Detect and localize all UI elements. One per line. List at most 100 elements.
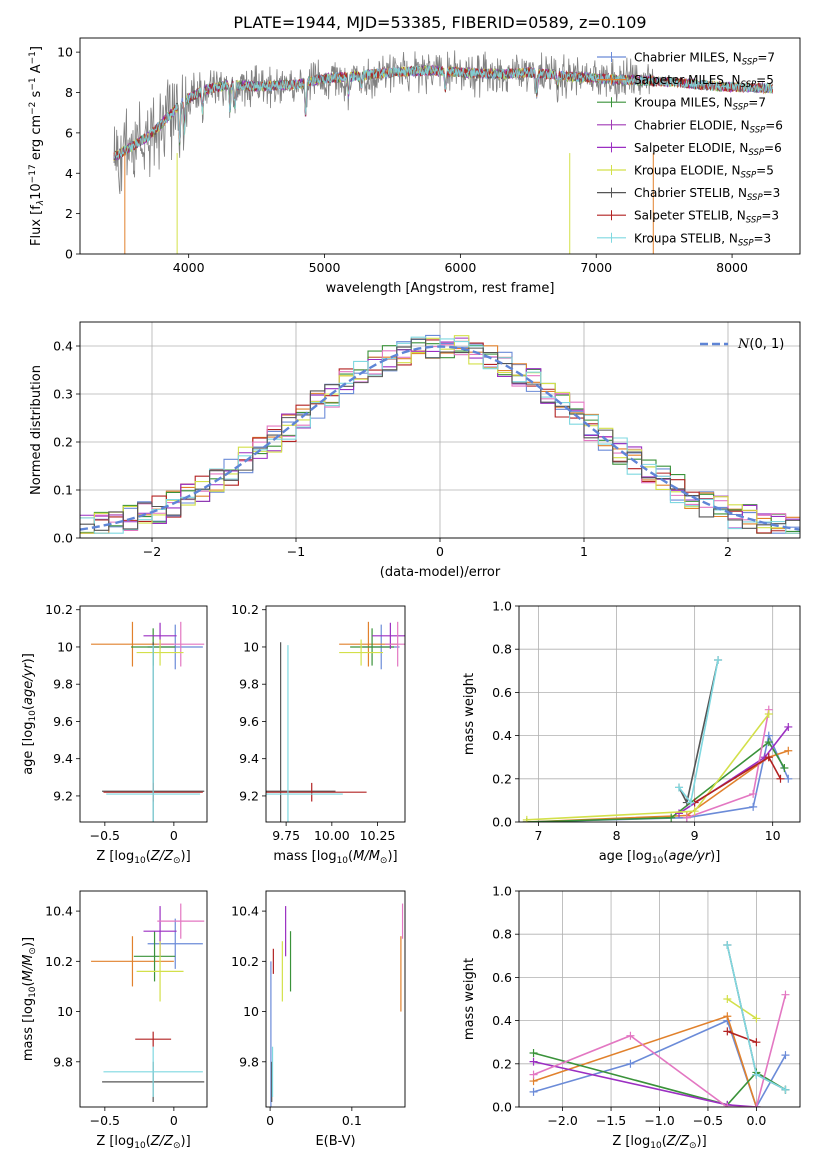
x-tick-label: 2 xyxy=(724,544,732,559)
plot-area xyxy=(91,621,205,822)
label-part: =3 xyxy=(763,186,781,200)
y-tick-label: 10.2 xyxy=(45,602,73,617)
weight-marker xyxy=(522,815,531,822)
label-part: 10 xyxy=(652,856,664,866)
label-part: )] xyxy=(21,937,36,947)
x-tick-label: −0.5 xyxy=(90,828,120,843)
label-part: mass weight xyxy=(462,958,477,1040)
label-part: ⊙ xyxy=(689,1141,697,1151)
label-part: Z [log xyxy=(96,1134,134,1149)
weight-marker xyxy=(764,738,773,747)
axes-panel-7: −2.0 −1.5 −1.0 −0.5 0.0 0.0 0.2 0.4 0.6 0.8 1.0 Z [… xyxy=(462,884,801,1151)
y-tick-label: 0.0 xyxy=(492,1100,512,1115)
y-axis-label: mass weight xyxy=(462,958,477,1040)
label-part: M/M xyxy=(21,955,36,982)
weight-marker xyxy=(752,1103,761,1107)
y-tick-label: 0.2 xyxy=(492,1056,512,1071)
axes-frame xyxy=(518,605,801,823)
label-part: wavelength [Angstrom, rest frame] xyxy=(326,281,555,296)
label-part: 10 xyxy=(134,856,146,866)
y-tick-label: 0.0 xyxy=(492,815,512,830)
model-spectrum xyxy=(113,64,773,160)
axes-panel-6: 0 0.1 9.8 10 10.2 10.4 E(B-V) xyxy=(231,890,406,1149)
y-tick-label: 9.8 xyxy=(53,677,73,692)
y-tick-label: 10.4 xyxy=(45,904,73,919)
x-tick-label: 6000 xyxy=(444,260,476,275)
label-part: Kroupa MILES, N xyxy=(634,96,733,110)
weight-marker xyxy=(764,753,773,762)
label-part: age/yr xyxy=(21,662,36,705)
label-part: )] xyxy=(21,653,36,663)
legend-entry: N(0, 1) xyxy=(737,337,784,352)
legend-entry: Salpeter MILES, NSSP=5 xyxy=(634,73,774,90)
y-tick-label: 10 xyxy=(243,1004,259,1019)
y-tick-label: 9.8 xyxy=(53,1054,73,1069)
y-tick-label: 10.2 xyxy=(45,954,73,969)
x-tick-label: 8 xyxy=(613,828,621,843)
x-tick-label: 9.75 xyxy=(272,828,300,843)
x-tick-label: 8000 xyxy=(716,260,748,275)
y-tick-label: 0.2 xyxy=(492,771,512,786)
legend: N(0, 1) xyxy=(700,337,784,352)
weight-marker xyxy=(776,774,785,783)
label-part: ( xyxy=(21,705,36,710)
weight-marker xyxy=(529,1070,538,1079)
plot-area xyxy=(266,621,405,822)
label-part: M/M xyxy=(353,849,380,864)
y-tick-label: 1.0 xyxy=(492,884,512,899)
weight-marker xyxy=(784,746,793,755)
label-part: 10 xyxy=(650,1141,662,1151)
weight-marker xyxy=(529,1087,538,1096)
weight-line-gray xyxy=(678,659,719,805)
x-axis-label: E(B-V) xyxy=(315,1134,355,1149)
label-part: mass [log xyxy=(21,998,36,1061)
weight-marker xyxy=(686,798,695,807)
label-part: −17 xyxy=(28,164,38,183)
plot-area xyxy=(80,334,800,534)
x-tick-label: −0.5 xyxy=(90,1113,120,1128)
y-tick-label: 9.8 xyxy=(239,677,259,692)
label-part: age [log xyxy=(599,849,652,864)
label-part: Z [log xyxy=(612,1134,650,1149)
x-axis-label: wavelength [Angstrom, rest frame] xyxy=(326,281,555,296)
y-tick-label: 0.2 xyxy=(53,435,73,450)
axes-frame xyxy=(79,605,208,823)
label-part: SSP xyxy=(747,193,763,203)
weight-line-red xyxy=(727,1030,757,1043)
weight-line-purple xyxy=(533,1060,757,1107)
label-part: =6 xyxy=(765,118,783,132)
y-tick-label: 0.6 xyxy=(492,685,512,700)
label-part: E(B-V) xyxy=(315,1134,355,1149)
x-tick-label: 0 xyxy=(266,1113,274,1128)
x-axis-label: (data-model)/error xyxy=(380,565,501,580)
weight-line-green xyxy=(526,740,786,822)
x-tick-label: 0 xyxy=(436,544,444,559)
x-tick-label: 4000 xyxy=(173,260,205,275)
weight-marker xyxy=(667,813,676,822)
axes-panel-0: 4000 5000 6000 7000 8000 0 2 4 6 8 10 wavelength [A… xyxy=(28,37,801,296)
label-part: Chabrier ELODIE, N xyxy=(634,118,750,132)
label-part: ( xyxy=(146,849,151,864)
label-part: =3 xyxy=(761,209,779,223)
label-part: =7 xyxy=(748,96,766,110)
y-tick-label: 10 xyxy=(243,639,259,654)
x-axis-label: mass [log10(M/M⊙)] xyxy=(273,849,397,866)
label-part: =6 xyxy=(764,141,782,155)
label-part: λ xyxy=(36,200,46,206)
x-tick-label: 5000 xyxy=(309,260,341,275)
label-part: Salpeter STELIB, N xyxy=(634,209,746,223)
label-part: Salpeter MILES, N xyxy=(634,73,741,87)
x-tick-label: 10.00 xyxy=(314,828,350,843)
x-tick-label: −1 xyxy=(287,544,305,559)
label-part: SSP xyxy=(741,80,757,90)
plot-area xyxy=(113,50,773,254)
y-tick-label: 0.1 xyxy=(53,483,73,498)
label-part: Z/Z xyxy=(150,1134,174,1149)
label-part: ⊙ xyxy=(28,947,38,955)
plot-area xyxy=(91,903,205,1102)
label-part: SSP xyxy=(742,58,758,68)
y-tick-label: 10 xyxy=(57,639,73,654)
normal-curve xyxy=(80,345,800,531)
